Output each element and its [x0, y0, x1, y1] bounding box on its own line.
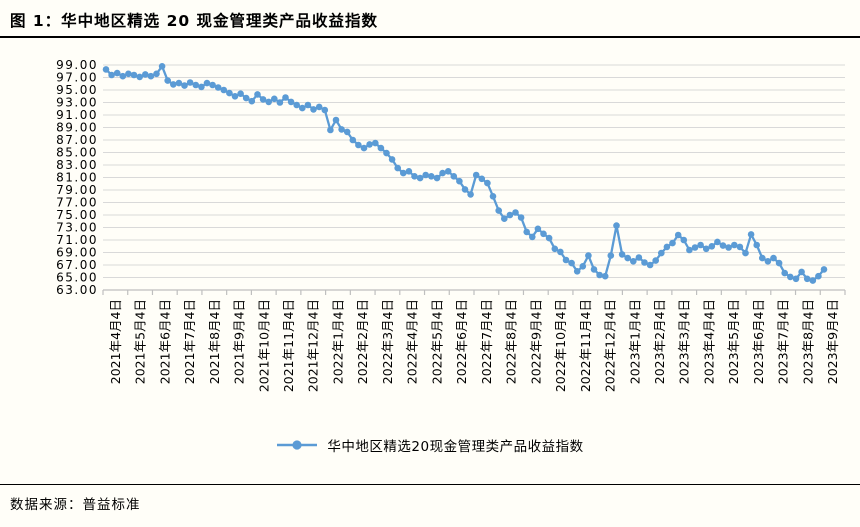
svg-text:83.00: 83.00	[56, 158, 98, 172]
title-rule	[0, 36, 860, 38]
svg-text:2023年7月4日: 2023年7月4日	[776, 299, 791, 384]
svg-text:91.00: 91.00	[56, 108, 98, 122]
svg-text:99.00: 99.00	[56, 58, 98, 72]
svg-text:2022年10月4日: 2022年10月4日	[553, 299, 568, 392]
svg-text:2022年11月4日: 2022年11月4日	[578, 299, 593, 392]
svg-text:2022年12月4日: 2022年12月4日	[603, 299, 618, 392]
svg-text:79.00: 79.00	[56, 183, 98, 197]
svg-text:73.00: 73.00	[56, 221, 98, 235]
svg-text:2022年4月4日: 2022年4月4日	[405, 299, 420, 384]
svg-text:2023年6月4日: 2023年6月4日	[751, 299, 766, 384]
svg-text:81.00: 81.00	[56, 171, 98, 185]
data-source-label: 数据来源：普益标准	[10, 497, 141, 513]
svg-text:65.00: 65.00	[56, 271, 98, 285]
svg-text:63.00: 63.00	[56, 283, 98, 297]
source-rule	[0, 484, 860, 485]
legend-line-marker-icon	[277, 440, 318, 450]
svg-text:2023年8月4日: 2023年8月4日	[800, 299, 815, 384]
chart-canvas: 99.0097.0095.0093.0091.0089.0087.0085.00…	[56, 58, 846, 392]
svg-text:95.00: 95.00	[56, 83, 98, 97]
page-title: 图 1：华中地区精选 20 现金管理类产品收益指数	[10, 12, 379, 30]
svg-text:2023年9月4日: 2023年9月4日	[825, 299, 840, 384]
svg-text:2023年5月4日: 2023年5月4日	[726, 299, 741, 384]
svg-text:2021年6月4日: 2021年6月4日	[157, 299, 172, 384]
chart-legend: 华中地区精选20现金管理类产品收益指数	[0, 434, 860, 456]
svg-text:2021年10月4日: 2021年10月4日	[256, 299, 271, 392]
svg-text:93.00: 93.00	[56, 96, 98, 110]
series-line	[105, 65, 825, 282]
legend-label: 华中地区精选20现金管理类产品收益指数	[327, 439, 584, 455]
svg-text:2022年1月4日: 2022年1月4日	[331, 299, 346, 384]
y-gridlines	[103, 64, 845, 279]
svg-text:87.00: 87.00	[56, 133, 98, 147]
svg-text:2023年2月4日: 2023年2月4日	[652, 299, 667, 384]
svg-text:2021年7月4日: 2021年7月4日	[182, 299, 197, 384]
svg-text:2021年4月4日: 2021年4月4日	[108, 299, 123, 384]
svg-text:2023年1月4日: 2023年1月4日	[627, 299, 642, 384]
svg-text:2022年7月4日: 2022年7月4日	[479, 299, 494, 384]
svg-text:67.00: 67.00	[56, 258, 98, 272]
svg-text:2022年3月4日: 2022年3月4日	[380, 299, 395, 384]
svg-text:2022年6月4日: 2022年6月4日	[454, 299, 469, 384]
svg-text:77.00: 77.00	[56, 196, 98, 210]
svg-text:71.00: 71.00	[56, 233, 98, 247]
svg-text:2022年2月4日: 2022年2月4日	[355, 299, 370, 384]
series-markers	[102, 63, 828, 284]
svg-text:2022年5月4日: 2022年5月4日	[429, 299, 444, 384]
x-axis-labels: 2021年4月4日 2021年5月4日 2021年6月4日 2021年7月4日 2021…	[108, 299, 840, 392]
svg-text:2021年5月4日: 2021年5月4日	[133, 299, 148, 384]
svg-text:69.00: 69.00	[56, 246, 98, 260]
svg-text:2023年3月4日: 2023年3月4日	[677, 299, 692, 384]
svg-text:2021年11月4日: 2021年11月4日	[281, 299, 296, 392]
svg-text:2022年9月4日: 2022年9月4日	[528, 299, 543, 384]
svg-text:89.00: 89.00	[56, 121, 98, 135]
svg-text:75.00: 75.00	[56, 208, 98, 222]
svg-text:85.00: 85.00	[56, 146, 98, 160]
svg-text:2021年9月4日: 2021年9月4日	[232, 299, 247, 384]
svg-text:2022年8月4日: 2022年8月4日	[504, 299, 519, 384]
y-axis-labels: 99.0097.0095.0093.0091.0089.0087.0085.00…	[56, 58, 98, 297]
svg-text:2021年8月4日: 2021年8月4日	[207, 299, 222, 384]
svg-text:2023年4月4日: 2023年4月4日	[702, 299, 717, 384]
yield-index-chart: 99.00 97.00 95.00 93.00 91.00 89.00 87.00 85.00…	[0, 38, 860, 430]
x-axis-line	[102, 289, 846, 295]
svg-text:2021年12月4日: 2021年12月4日	[306, 299, 321, 392]
svg-text:97.00: 97.00	[56, 71, 98, 85]
